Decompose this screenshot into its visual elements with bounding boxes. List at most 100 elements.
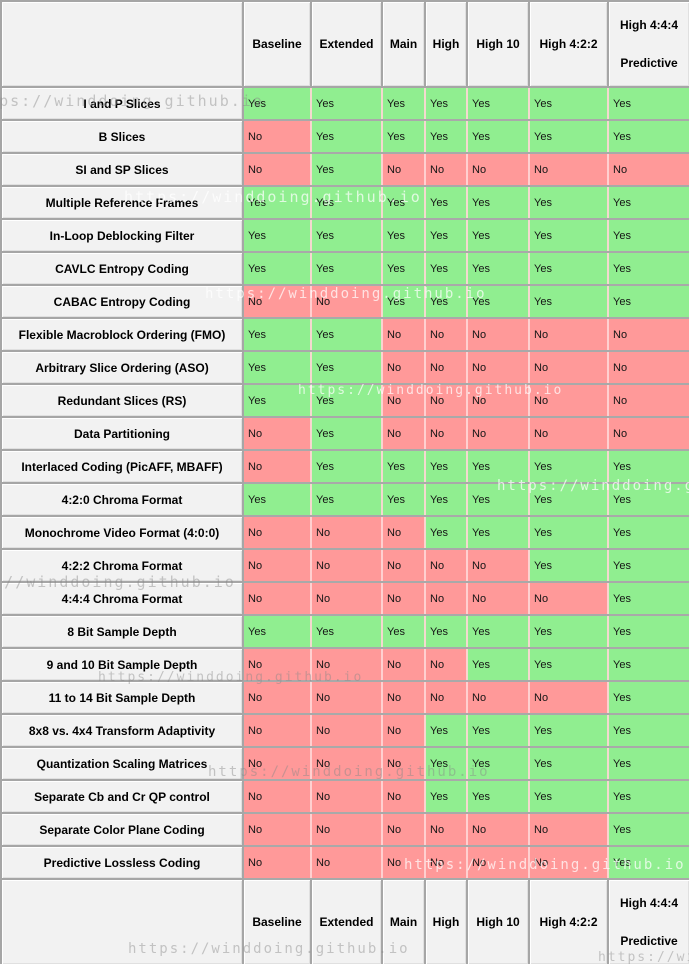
feature-name: CABAC Entropy Coding	[0, 284, 244, 319]
feature-row: B Slices No Yes Yes Yes Yes Yes Yes	[0, 119, 689, 154]
feature-row: Interlaced Coding (PicAFF, MBAFF) No Yes Ye…	[0, 449, 689, 484]
support-cell-r0-c1: Yes	[310, 86, 383, 121]
support-cell-r17-c0: No	[242, 647, 312, 682]
support-cell-r20-c3: Yes	[424, 746, 468, 781]
support-cell-r21-c4: Yes	[466, 779, 530, 814]
support-cell-r1-c2: Yes	[381, 119, 426, 154]
support-cell-r17-c3: No	[424, 647, 468, 682]
profile-label: Extended	[319, 37, 374, 51]
support-cell-r4-c1: Yes	[310, 218, 383, 253]
support-cell-r7-c6: No	[607, 317, 689, 352]
profile-label-line2: Predictive	[620, 934, 678, 948]
profile-footer-row: Baseline Extended Main High High 10 High 4:2:…	[0, 878, 689, 964]
support-cell-r14-c4: No	[466, 548, 530, 583]
support-cell-r4-c0: Yes	[242, 218, 312, 253]
support-cell-r12-c4: Yes	[466, 482, 530, 517]
support-cell-r6-c0: No	[242, 284, 312, 319]
support-cell-r12-c3: Yes	[424, 482, 468, 517]
support-cell-r12-c6: Yes	[607, 482, 689, 517]
support-cell-r0-c4: Yes	[466, 86, 530, 121]
support-cell-r5-c2: Yes	[381, 251, 426, 286]
support-cell-r20-c2: No	[381, 746, 426, 781]
support-cell-r21-c0: No	[242, 779, 312, 814]
support-cell-r20-c5: Yes	[528, 746, 609, 781]
feature-row: Predictive Lossless Coding No No No No No No Ye…	[0, 845, 689, 880]
support-cell-r18-c4: No	[466, 680, 530, 715]
feature-row: 4:4:4 Chroma Format No No No No No No Yes	[0, 581, 689, 616]
support-cell-r15-c2: No	[381, 581, 426, 616]
support-cell-r10-c5: No	[528, 416, 609, 451]
support-cell-r23-c1: No	[310, 845, 383, 880]
support-cell-r14-c2: No	[381, 548, 426, 583]
support-cell-r13-c4: Yes	[466, 515, 530, 550]
support-cell-r20-c6: Yes	[607, 746, 689, 781]
support-cell-r16-c4: Yes	[466, 614, 530, 649]
support-cell-r13-c6: Yes	[607, 515, 689, 550]
support-cell-r11-c4: Yes	[466, 449, 530, 484]
support-cell-r7-c3: No	[424, 317, 468, 352]
profile-label: High 10	[476, 915, 520, 929]
profile-label-line2: Predictive	[620, 56, 678, 70]
support-cell-r21-c6: Yes	[607, 779, 689, 814]
profile-label: High 4:4:4	[619, 896, 678, 910]
support-cell-r2-c6: No	[607, 152, 689, 187]
support-cell-r6-c1: No	[310, 284, 383, 319]
support-cell-r4-c3: Yes	[424, 218, 468, 253]
feature-name: Interlaced Coding (PicAFF, MBAFF)	[0, 449, 244, 484]
footer-profile-4: High 10	[466, 878, 530, 964]
feature-row: 8 Bit Sample Depth Yes Yes Yes Yes Yes Yes Yes	[0, 614, 689, 649]
profile-label: High 10	[476, 37, 520, 51]
support-cell-r10-c1: Yes	[310, 416, 383, 451]
feature-name: Separate Color Plane Coding	[0, 812, 244, 847]
profile-label: Extended	[319, 915, 374, 929]
support-cell-r23-c5: No	[528, 845, 609, 880]
profile-label: Baseline	[252, 915, 302, 929]
support-cell-r0-c0: Yes	[242, 86, 312, 121]
support-cell-r5-c3: Yes	[424, 251, 468, 286]
support-cell-r6-c4: Yes	[466, 284, 530, 319]
footer-profile-2: Main	[381, 878, 426, 964]
profile-label: High 4:2:2	[539, 37, 598, 51]
support-cell-r5-c4: Yes	[466, 251, 530, 286]
support-cell-r13-c2: No	[381, 515, 426, 550]
support-cell-r4-c6: Yes	[607, 218, 689, 253]
footer-profile-3: High	[424, 878, 468, 964]
feature-name: Multiple Reference Frames	[0, 185, 244, 220]
profile-label: Main	[389, 915, 418, 929]
footer-corner-cell	[0, 878, 244, 964]
feature-row: Multiple Reference Frames Yes Yes Yes Yes Yes…	[0, 185, 689, 220]
feature-row: 11 to 14 Bit Sample Depth No No No No No No Yes	[0, 680, 689, 715]
support-cell-r1-c5: Yes	[528, 119, 609, 154]
support-cell-r6-c6: Yes	[607, 284, 689, 319]
support-cell-r13-c0: No	[242, 515, 312, 550]
support-cell-r22-c4: No	[466, 812, 530, 847]
support-cell-r4-c2: Yes	[381, 218, 426, 253]
support-cell-r8-c6: No	[607, 350, 689, 385]
support-cell-r19-c3: Yes	[424, 713, 468, 748]
support-cell-r19-c4: Yes	[466, 713, 530, 748]
support-cell-r3-c6: Yes	[607, 185, 689, 220]
support-cell-r21-c3: Yes	[424, 779, 468, 814]
support-cell-r14-c0: No	[242, 548, 312, 583]
support-cell-r15-c1: No	[310, 581, 383, 616]
support-cell-r22-c2: No	[381, 812, 426, 847]
support-cell-r3-c5: Yes	[528, 185, 609, 220]
support-cell-r9-c5: No	[528, 383, 609, 418]
support-cell-r14-c6: Yes	[607, 548, 689, 583]
support-cell-r11-c1: Yes	[310, 449, 383, 484]
support-cell-r10-c3: No	[424, 416, 468, 451]
support-cell-r17-c4: Yes	[466, 647, 530, 682]
profile-label: High 4:4:4	[619, 18, 678, 32]
support-cell-r1-c4: Yes	[466, 119, 530, 154]
support-cell-r2-c5: No	[528, 152, 609, 187]
support-cell-r18-c2: No	[381, 680, 426, 715]
header-profile-3: High	[424, 0, 468, 88]
feature-name: Arbitrary Slice Ordering (ASO)	[0, 350, 244, 385]
support-cell-r3-c2: Yes	[381, 185, 426, 220]
feature-name: CAVLC Entropy Coding	[0, 251, 244, 286]
support-cell-r11-c0: No	[242, 449, 312, 484]
support-cell-r13-c1: No	[310, 515, 383, 550]
feature-row: Separate Color Plane Coding No No No No No No Y…	[0, 812, 689, 847]
support-cell-r11-c5: Yes	[528, 449, 609, 484]
